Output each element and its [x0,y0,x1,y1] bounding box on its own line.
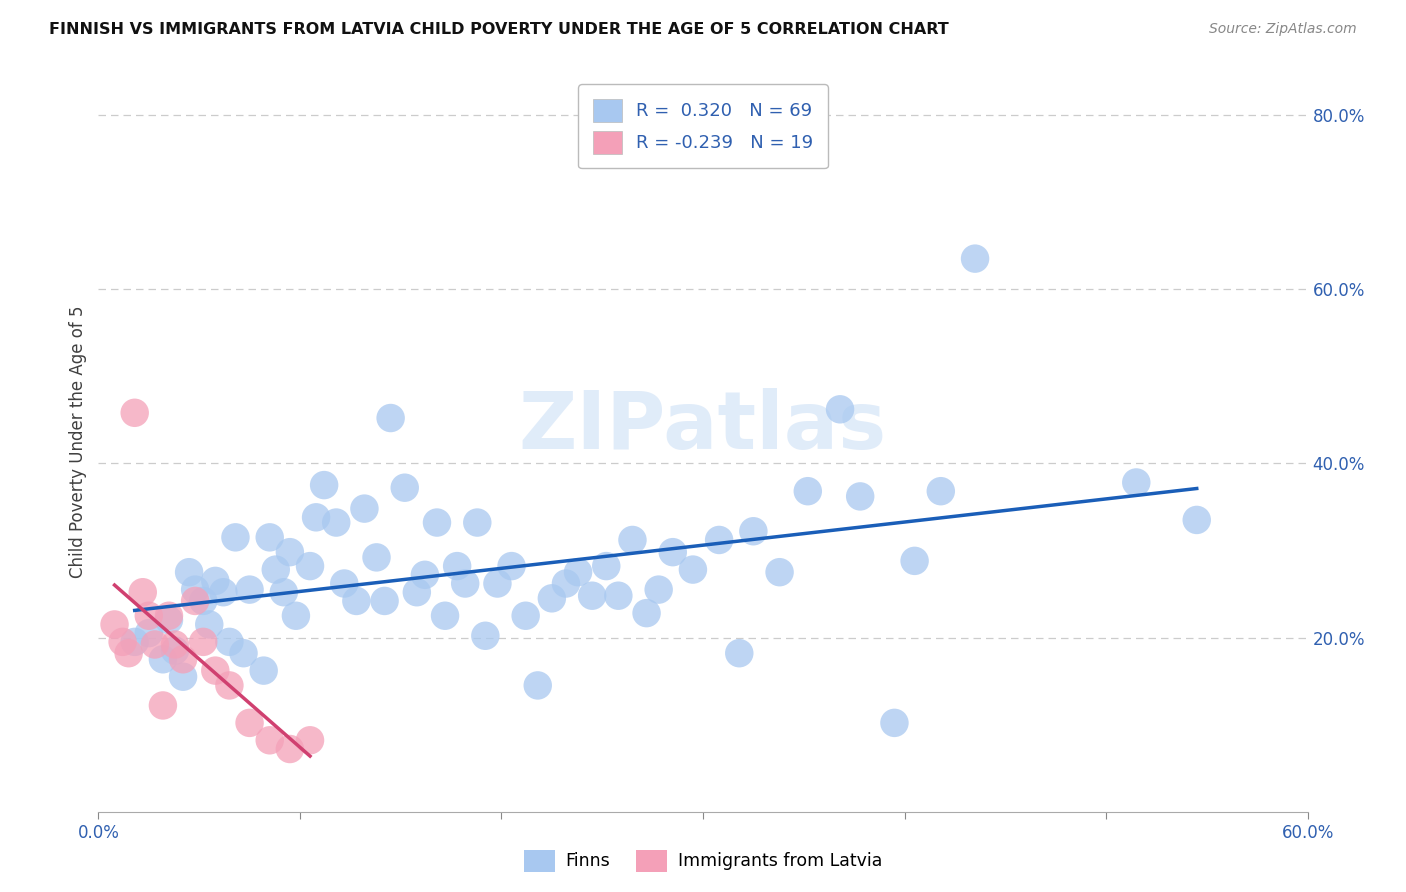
Point [405,585,427,599]
Point [849,490,872,504]
Point [184,582,207,597]
Point [264,563,287,577]
Point [465,516,488,530]
Point [647,582,669,597]
Point [904,554,927,568]
Point [204,574,226,588]
Point [124,406,146,420]
Point [204,664,226,678]
Point [152,698,174,713]
Point [434,608,457,623]
Point [232,646,254,660]
Point [353,501,375,516]
Point [278,742,301,756]
Point [526,678,548,692]
Point [273,585,295,599]
Point [742,524,765,539]
Legend: R =  0.320   N = 69, R = -0.239   N = 19: R = 0.320 N = 69, R = -0.239 N = 19 [578,84,828,169]
Point [172,670,194,684]
Text: FINNISH VS IMMIGRANTS FROM LATVIA CHILD POVERTY UNDER THE AGE OF 5 CORRELATION C: FINNISH VS IMMIGRANTS FROM LATVIA CHILD … [49,22,949,37]
Point [728,646,751,660]
Point [883,715,905,730]
Point [224,530,246,544]
Point [132,585,155,599]
Point [259,530,281,544]
Point [239,715,262,730]
Text: ZIPatlas: ZIPatlas [519,388,887,466]
Point [426,516,449,530]
Point [333,576,356,591]
Point [179,565,201,579]
Point [344,594,367,608]
Point [607,589,630,603]
Point [325,516,347,530]
Point [259,733,281,747]
Point [118,646,141,660]
Point [394,481,416,495]
Point [138,608,160,623]
Point [212,585,235,599]
Point [454,576,477,591]
Point [661,545,683,559]
Point [157,608,180,623]
Point [278,545,301,559]
Point [163,643,186,657]
Point [157,613,180,627]
Point [446,559,468,574]
Point [198,617,221,632]
Point [581,589,603,603]
Point [595,559,617,574]
Point [567,565,589,579]
Point [828,402,851,417]
Point [284,608,307,623]
Point [314,478,336,492]
Point [929,484,952,499]
Point [555,576,578,591]
Text: Source: ZipAtlas.com: Source: ZipAtlas.com [1209,22,1357,37]
Point [193,635,215,649]
Point [299,733,322,747]
Point [540,591,562,606]
Point [218,635,240,649]
Point [636,606,658,620]
Point [299,559,322,574]
Point [768,565,790,579]
Point [1185,513,1208,527]
Point [184,594,207,608]
Point [621,533,644,547]
Point [253,664,276,678]
Point [1125,475,1147,490]
Point [374,594,396,608]
Point [474,629,496,643]
Point [239,582,262,597]
Point [138,626,160,640]
Point [143,638,166,652]
Point [366,550,388,565]
Point [501,559,523,574]
Point [103,617,125,632]
Point [486,576,509,591]
Point [515,608,537,623]
Point [707,533,730,547]
Point [193,594,215,608]
Point [218,678,240,692]
Y-axis label: Child Poverty Under the Age of 5: Child Poverty Under the Age of 5 [69,305,87,578]
Point [111,635,134,649]
Point [965,252,987,266]
Point [163,638,186,652]
Point [124,635,146,649]
Point [413,567,436,582]
Point [172,652,194,666]
Point [380,411,402,425]
Legend: Finns, Immigrants from Latvia: Finns, Immigrants from Latvia [517,843,889,879]
Point [682,563,704,577]
Point [152,652,174,666]
Point [797,484,820,499]
Point [305,510,328,524]
